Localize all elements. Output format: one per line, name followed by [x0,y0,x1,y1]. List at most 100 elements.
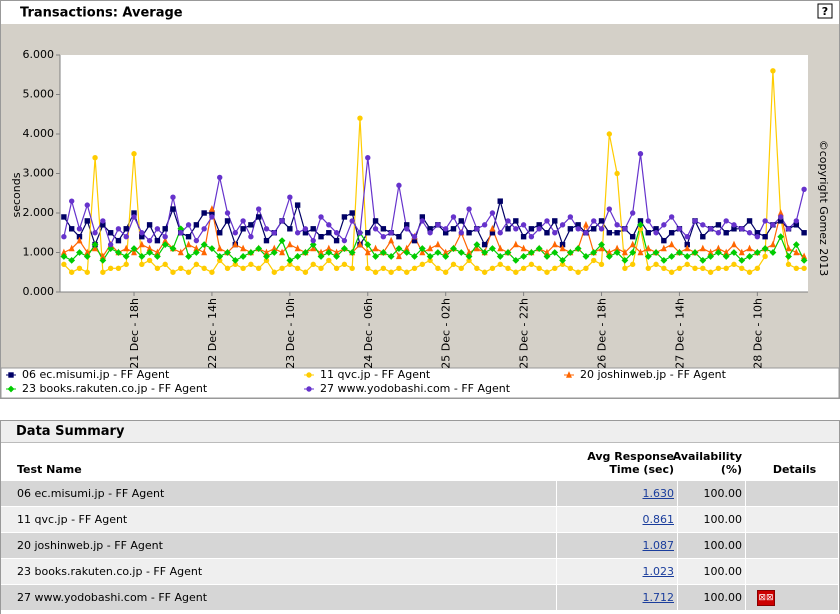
avg-link[interactable]: 0.861 [557,507,678,532]
point [707,226,714,232]
point [418,245,426,252]
point [248,222,254,228]
summary-title: Data Summary [1,421,839,443]
help-label[interactable]: ? [822,5,828,18]
point [286,240,293,248]
point [770,68,776,74]
point [92,244,99,252]
table-cell [557,507,678,532]
avg-response-link[interactable]: 1.023 [642,565,675,578]
avg-response-link[interactable]: 1.630 [642,487,675,500]
point [481,249,489,256]
point [683,253,691,260]
point [372,226,379,232]
legend-marker [306,386,312,392]
point [279,248,286,256]
y-axis-label: seconds [10,172,23,217]
point [192,249,200,256]
point [785,244,792,252]
point [193,222,200,228]
avg-response-link[interactable]: 0.861 [642,513,675,526]
point [684,234,690,240]
point [248,261,254,268]
point [333,237,340,244]
point [201,210,207,216]
point [61,234,67,240]
point [528,234,535,240]
y-tick-label: 3.000 [23,167,55,180]
point [753,249,761,256]
point [380,226,387,232]
avg-link[interactable]: 1.087 [557,533,678,558]
point [388,269,394,275]
column-header: Details [746,444,839,480]
point [325,249,333,256]
x-tick-label: 28 Dec - 10h [751,298,764,369]
point [801,230,807,236]
point [365,230,371,236]
x-tick-label: 25 Dec - 02h [440,298,453,369]
point [512,240,519,248]
point [700,265,706,271]
point [115,237,122,244]
point [527,249,535,256]
point [559,244,566,252]
point [185,269,192,275]
point [153,253,161,260]
point [582,253,590,260]
point [613,249,621,256]
point [310,244,317,252]
help-button[interactable] [817,3,833,19]
point [738,248,745,256]
x-tick-label: 22 Dec - 14h [206,298,219,369]
point [76,265,83,271]
point [591,257,597,264]
point [473,244,480,252]
point [497,244,504,252]
avg-link[interactable]: 1.023 [557,559,678,584]
point [138,240,145,248]
point [637,151,644,157]
avg-response-link[interactable]: 1.712 [642,591,675,604]
point [778,214,784,220]
point [178,265,184,271]
point [528,226,535,232]
table-cell [746,507,839,532]
x-tick-label: 24 Dec - 06h [362,298,375,369]
point [146,257,153,264]
point [567,226,574,232]
point [644,253,652,260]
point [520,265,527,271]
point [84,269,90,275]
point [427,230,433,236]
point [793,218,800,224]
point [240,218,246,224]
point [115,249,122,256]
point [536,265,542,271]
table-cell [746,481,839,506]
point [466,230,472,236]
avg-link[interactable]: 1.630 [557,481,678,506]
point [629,261,636,268]
y-tick-label: 5.000 [23,88,55,101]
table-cell [1,585,557,610]
point [372,218,379,224]
point [255,206,262,212]
point [575,269,581,275]
avg-response-link[interactable]: 1.087 [642,539,675,552]
details-icon[interactable]: ⊠⊠ [757,590,775,606]
point [801,265,807,271]
point [629,240,636,248]
table-cell [678,585,746,610]
point [590,249,598,256]
point [201,226,207,232]
avg-link[interactable]: 1.712 [557,585,678,610]
point [154,265,161,271]
point [457,249,465,256]
point [310,261,316,268]
point [582,220,589,228]
point [481,241,488,248]
point [154,226,161,232]
point [123,261,129,268]
point [131,248,137,256]
